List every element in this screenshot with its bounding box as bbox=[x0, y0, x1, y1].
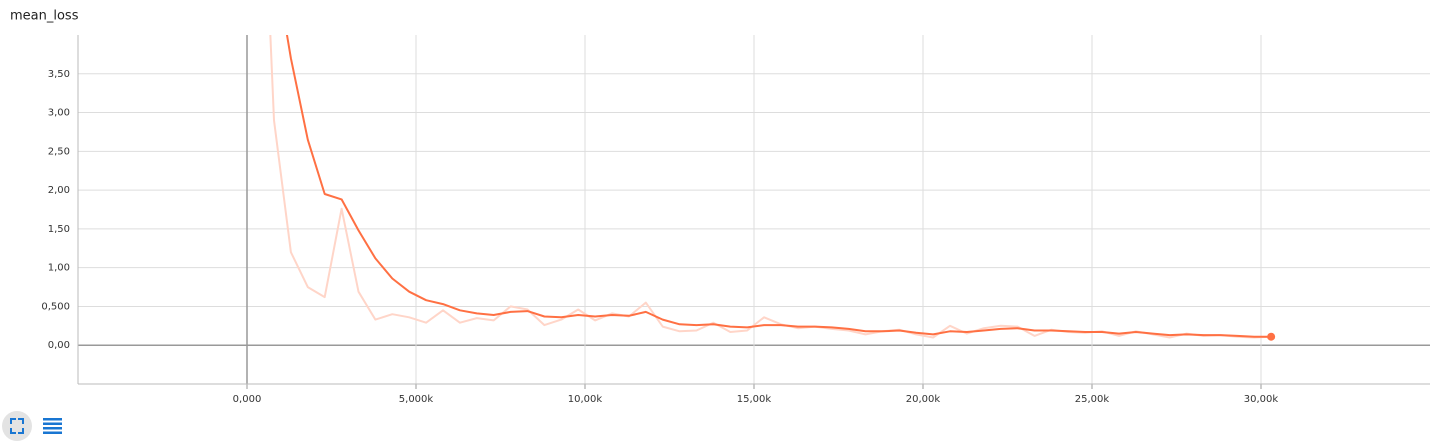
data-table-button[interactable] bbox=[43, 418, 62, 434]
y-tick-label: 1,00 bbox=[48, 263, 70, 274]
y-tick-label: 1,50 bbox=[48, 224, 70, 235]
y-tick-label: 3,00 bbox=[48, 108, 70, 119]
x-tick-label: 15,00k bbox=[737, 394, 772, 405]
last-point bbox=[1267, 332, 1276, 341]
chart-title: mean_loss bbox=[10, 9, 79, 24]
x-tick-label: 30,00k bbox=[1244, 394, 1279, 405]
y-tick-label: 0,00 bbox=[48, 340, 70, 351]
y-tick-label: 2,00 bbox=[48, 185, 70, 196]
x-tick-label: 5,000k bbox=[399, 394, 434, 405]
y-tick-label: 2,50 bbox=[48, 146, 70, 157]
x-tick-label: 20,00k bbox=[906, 394, 941, 405]
y-tick-label: 3,50 bbox=[48, 69, 70, 80]
x-tick-label: 25,00k bbox=[1075, 394, 1110, 405]
fullscreen-button[interactable] bbox=[2, 411, 32, 441]
line-series bbox=[285, 35, 1272, 338]
x-tick-label: 10,00k bbox=[568, 394, 603, 405]
plot-area bbox=[269, 35, 1272, 339]
x-tick-label: 0,000 bbox=[233, 394, 262, 405]
y-tick-label: 0,500 bbox=[41, 301, 70, 312]
line-series bbox=[269, 35, 1272, 339]
